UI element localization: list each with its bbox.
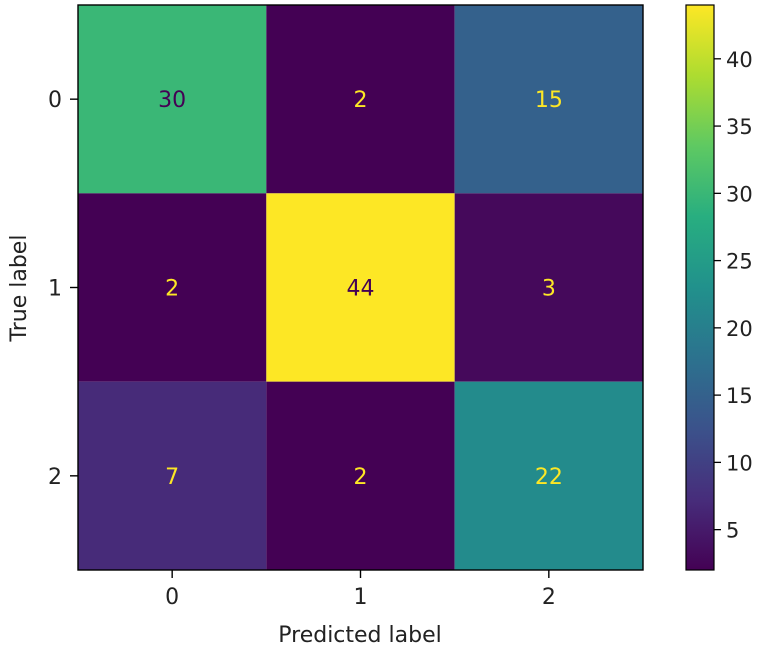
colorbar-tick-label-2: 15 bbox=[726, 384, 753, 408]
cell-value-r1-c1: 44 bbox=[347, 277, 375, 302]
colorbar-tick-label-5: 30 bbox=[726, 182, 753, 206]
cell-value-r1-c0: 2 bbox=[165, 277, 179, 302]
cell-value-r2-c2: 22 bbox=[535, 465, 563, 490]
colorbar-tick-label-0: 5 bbox=[726, 519, 739, 543]
colorbar-tick-label-1: 10 bbox=[726, 451, 753, 475]
x-tick-label-1: 1 bbox=[354, 585, 368, 610]
colorbar-tick-label-7: 40 bbox=[726, 48, 753, 72]
y-axis-ticks: 0 1 2 bbox=[48, 88, 78, 490]
x-axis-label: Predicted label bbox=[278, 623, 441, 648]
cell-r0-c2 bbox=[454, 5, 643, 194]
cell-r1-c1 bbox=[266, 193, 455, 382]
cell-value-r2-c0: 7 bbox=[165, 465, 179, 490]
cell-r1-c2 bbox=[454, 193, 643, 382]
cell-r2-c1 bbox=[266, 381, 455, 570]
cell-r1-c0 bbox=[78, 193, 267, 382]
cell-value-r1-c2: 3 bbox=[542, 277, 556, 302]
cell-value-labels: 30 2 152 44 37 2 22 bbox=[158, 88, 563, 490]
y-tick-label-1: 1 bbox=[48, 277, 62, 302]
x-axis-ticks: 0 1 2 bbox=[165, 570, 556, 610]
colorbar-tick-label-4: 25 bbox=[726, 250, 753, 274]
colorbar-tick-label-3: 20 bbox=[726, 317, 753, 341]
colorbar bbox=[685, 4, 715, 571]
cell-value-r0-c2: 15 bbox=[535, 88, 563, 113]
cell-value-r0-c0: 30 bbox=[158, 88, 186, 113]
colorbar-ticks: 5 10 15 20 25 30 35 40 bbox=[714, 48, 753, 543]
y-axis-label: True label bbox=[7, 235, 32, 343]
cell-r2-c2 bbox=[454, 381, 643, 570]
cell-value-r2-c1: 2 bbox=[354, 465, 368, 490]
cell-value-r0-c1: 2 bbox=[354, 88, 368, 113]
heatmap-cells bbox=[78, 5, 643, 570]
x-tick-label-2: 2 bbox=[542, 585, 556, 610]
x-tick-label-0: 0 bbox=[165, 585, 179, 610]
cell-r0-c1 bbox=[266, 5, 455, 194]
cell-r0-c0 bbox=[78, 5, 267, 194]
colorbar-tick-label-6: 35 bbox=[726, 115, 753, 139]
cell-r2-c0 bbox=[78, 381, 267, 570]
y-tick-label-0: 0 bbox=[48, 88, 62, 113]
y-tick-label-2: 2 bbox=[48, 465, 62, 490]
